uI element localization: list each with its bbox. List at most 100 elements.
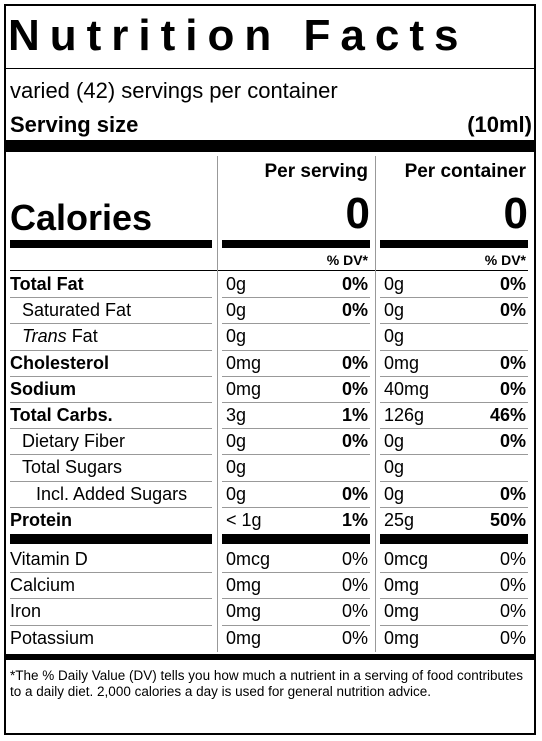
container-amount: 40mg xyxy=(384,378,430,399)
vitamin-separator-2 xyxy=(380,624,528,626)
container-dv: 46% xyxy=(489,405,526,425)
vitamin-separator-0 xyxy=(10,572,212,574)
serving-size-value: (10ml) xyxy=(467,112,532,137)
nutrient-separator-0 xyxy=(10,323,212,325)
container-amount: 0mg xyxy=(384,601,420,622)
vitamin-name: Iron xyxy=(10,601,42,622)
nutrient-separator-2 xyxy=(380,297,528,299)
label-title: Nutrition Facts xyxy=(8,11,469,60)
nutrient-separator-0 xyxy=(10,428,212,430)
serving-amount: 3g xyxy=(226,405,247,425)
nutrient-separator-2 xyxy=(380,323,528,325)
vitamin-name: Vitamin D xyxy=(10,549,88,569)
nutrient-name: Sodium xyxy=(10,378,76,399)
servings-per-container: varied (42) servings per container xyxy=(10,78,338,103)
nutrient-name: Trans Fat xyxy=(22,326,98,347)
vitamin-separator-1 xyxy=(222,572,370,574)
calories-rule-mid xyxy=(222,240,370,248)
serving-amount: 0mg xyxy=(226,575,262,596)
container-amount: 0g xyxy=(384,483,405,504)
nutrient-separator-2 xyxy=(380,402,528,403)
nutrient-name: Dietary Fiber xyxy=(22,431,126,452)
calories-per-serving: 0 xyxy=(345,189,370,238)
vitamin-separator-2 xyxy=(380,598,528,600)
container-amount: 0g xyxy=(384,431,405,452)
nutrient-row: Protein < 1g 1% 25g 50% xyxy=(0,507,542,533)
serving-amount: < 1g xyxy=(226,509,262,530)
nutrient-name: Saturated Fat xyxy=(22,300,132,321)
thick-rule-top xyxy=(6,140,536,152)
nutrient-row: Total Carbs. 3g 1% 126g 46% xyxy=(0,402,542,428)
container-amount: 126g xyxy=(384,405,425,425)
nutrient-name: Cholesterol xyxy=(10,352,110,373)
serving-amount: 0g xyxy=(226,326,247,347)
footnote-rule xyxy=(6,654,536,660)
vitamin-separator-1 xyxy=(222,598,370,600)
container-amount: 0mg xyxy=(384,627,420,648)
vitamin-row: Iron 0mg 0% 0mg 0% xyxy=(0,598,542,624)
nutrition-label xyxy=(4,4,536,735)
vitamin-name: Calcium xyxy=(10,575,76,596)
vitamin-row: Vitamin D 0mcg 0% 0mcg 0% xyxy=(0,546,542,572)
nutrient-row: Total Sugars 0g 0g xyxy=(0,454,542,480)
dv-header-serving: % DV* xyxy=(326,252,368,268)
serving-amount: 0mg xyxy=(226,601,262,622)
container-dv: 0% xyxy=(499,300,526,321)
serving-amount: 0g xyxy=(226,300,247,321)
serving-amount: 0mg xyxy=(226,352,262,373)
nutrient-separator-0 xyxy=(10,297,212,299)
nutrient-separator-0 xyxy=(10,375,212,377)
nutrient-name: Incl. Added Sugars xyxy=(36,483,188,504)
nutrient-separator-1 xyxy=(222,428,370,430)
nutrient-separator-1 xyxy=(222,297,370,299)
container-amount: 0mcg xyxy=(384,549,429,569)
container-amount: 0g xyxy=(384,300,405,321)
container-dv: 0% xyxy=(499,549,526,569)
serving-amount: 0g xyxy=(226,457,247,478)
container-dv: 50% xyxy=(489,509,526,530)
column-divider-2 xyxy=(375,156,376,652)
container-amount: 0mg xyxy=(384,352,420,373)
calories-label: Calories xyxy=(10,197,153,238)
container-dv: 0% xyxy=(499,575,526,596)
container-dv: 0% xyxy=(499,601,526,622)
nutrient-name: Total Fat xyxy=(10,274,84,294)
nutrient-separator-2 xyxy=(380,506,528,508)
nutrient-separator-0 xyxy=(10,506,212,508)
container-dv: 0% xyxy=(499,627,526,648)
col-per-serving: Per serving xyxy=(264,161,369,182)
serving-amount: 0mcg xyxy=(226,549,271,569)
calories-rule-left xyxy=(10,240,212,248)
nutrient-separator-2 xyxy=(380,349,528,351)
nutrient-separator-2 xyxy=(380,480,528,482)
calories-per-container: 0 xyxy=(503,189,528,238)
container-dv: 0% xyxy=(499,274,526,294)
serving-size-label: Serving size xyxy=(10,112,139,137)
container-amount: 0g xyxy=(384,274,405,294)
container-amount: 0g xyxy=(384,457,405,478)
serving-dv: 0% xyxy=(341,352,368,373)
serving-dv: 0% xyxy=(341,300,368,321)
col-per-container: Per container xyxy=(404,161,526,182)
nutrient-separator-1 xyxy=(222,402,370,403)
nutrient-row: Total Fat 0g 0% 0g 0% xyxy=(0,271,542,297)
serving-dv: 0% xyxy=(341,627,368,648)
vitamin-separator-1 xyxy=(222,624,370,626)
nutrient-separator-1 xyxy=(222,323,370,325)
nutrient-separator-2 xyxy=(380,428,528,430)
container-amount: 25g xyxy=(384,509,415,530)
dv-rule xyxy=(10,270,528,271)
nutrient-separator-1 xyxy=(222,506,370,508)
container-dv: 0% xyxy=(499,431,526,452)
protein-rule-mid xyxy=(222,534,370,544)
nutrient-name: Total Carbs. xyxy=(10,405,113,425)
nutrient-separator-2 xyxy=(380,375,528,377)
serving-dv: 1% xyxy=(341,509,368,530)
column-divider-1 xyxy=(217,156,218,652)
serving-amount: 0mg xyxy=(226,627,262,648)
title-rule xyxy=(6,68,536,69)
container-dv: 0% xyxy=(499,483,526,504)
protein-rule-left xyxy=(10,534,212,544)
nutrient-name: Total Sugars xyxy=(22,457,123,478)
serving-dv: 0% xyxy=(341,378,368,399)
